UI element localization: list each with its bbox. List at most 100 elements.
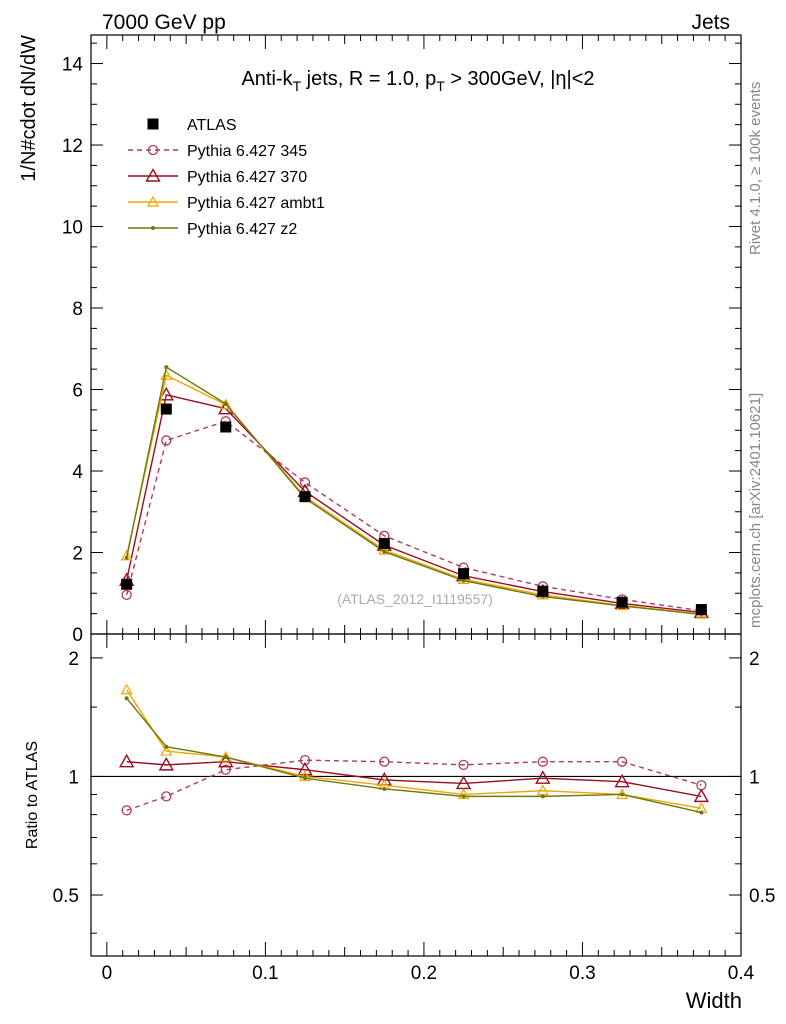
ratio-point [124,696,129,701]
ratio-series-group [118,683,710,816]
ratio-point [297,761,313,776]
main-x-ticks [106,35,742,634]
ratio-point [223,755,228,760]
x-tick-label: 0.1 [252,963,278,984]
x-axis-label: Width [686,988,742,1013]
data-point [158,386,175,401]
chart-title-mid: jets, R = 1.0, p [301,68,436,90]
series-line [125,374,702,615]
ratio-point [303,776,308,781]
y-tick-label: 14 [62,55,84,76]
y-tick-label: 8 [72,299,83,320]
ratio-point [620,792,625,797]
data-point [461,578,466,583]
header-energy-label: 7000 GeV pp [102,11,226,34]
legend-marker [151,226,155,230]
ratio-point [461,794,466,799]
legend-label: Pythia 6.427 345 [187,143,307,160]
data-point [695,604,707,616]
mcplots-label: mcplots.cern.ch [arXiv:2401.10621] [747,393,764,628]
ratio-point [693,788,710,803]
ratio-tick-label-right: 0.5 [749,886,775,907]
y-tick-label: 10 [62,218,83,239]
data-point [121,589,132,601]
ratio-point [220,764,231,775]
ratio-point [379,756,390,767]
data-point [223,401,228,406]
ratio-x-axis: 0 0.1 0.2 0.3 0.4 [102,634,755,984]
data-point [299,491,311,503]
ratio-point [614,773,630,788]
legend-label: Pythia 6.427 370 [187,169,307,186]
main-series-group [118,365,710,619]
ratio-point [537,756,548,767]
ratio-y-axis: 0.5 0.5 1 1 2 2 [53,649,775,934]
data-point [378,538,390,550]
legend-marker [145,168,161,182]
header-category-label: Jets [691,11,730,34]
ratio-point [158,756,175,771]
chart-title-suffix: > 300GeV, |η|<2 [445,68,595,90]
data-point [164,365,169,370]
ratio-line [126,697,702,814]
ratio-tick-label: 2 [68,649,79,670]
analysis-watermark: (ATLAS_2012_I1119557) [337,591,493,607]
x-tick-label: 0.4 [728,963,755,984]
chart-title-prefix: Anti-k [241,68,293,90]
y-tick-label: 12 [62,136,83,157]
y-tick-label: 6 [72,381,83,402]
data-point [382,549,387,554]
ratio-point [540,794,545,799]
chart-title-sub1: T [293,78,302,94]
data-point [219,398,232,410]
legend-marker [147,118,159,130]
ratio-panel: 0.5 0.5 1 1 2 2 0 0.1 0.2 0.3 0.4 Ratio to ATLAS [24,633,775,984]
rivet-version-label: Rivet 4.1.0, ≥ 100k events [747,82,764,255]
series-line [125,365,702,616]
main-y-axis: 0 2 4 6 8 10 12 14 [62,42,741,646]
ratio-point [118,753,135,768]
series-line [125,393,702,614]
y-axis-label: 1/N#cdot dN/dW [18,35,40,182]
data-point [160,403,172,415]
ratio-tick-label: 1 [68,767,79,788]
ratio-point [299,770,312,782]
legend-label: Pythia 6.427 ambt1 [187,195,325,212]
ratio-point [457,788,470,800]
ratio-point [164,744,169,749]
ratio-point [160,744,173,756]
legend-label: ATLAS [187,117,237,134]
data-point [616,596,628,608]
ratio-tick-label-right: 1 [749,767,760,788]
ratio-point [161,791,172,802]
ratio-point [535,770,551,784]
y-tick-label: 4 [72,462,83,483]
main-panel: 0 2 4 6 8 10 12 14 1/N#cdot dN/dW Anti-kT jets,… [18,34,742,646]
data-point [299,477,311,488]
x-tick-label: 0 [102,963,113,984]
data-point [121,578,133,590]
ratio-point [382,786,387,791]
y-tick-label: 0 [72,625,83,646]
x-tick-label: 0.3 [569,963,595,984]
ratio-point [121,805,132,816]
legend: ATLAS Pythia 6.427 345 Pythia 6.427 370 Pyt… [128,117,325,238]
legend-marker [147,144,159,156]
ratio-point [458,759,469,771]
y-tick-label: 2 [72,544,83,565]
data-point [220,421,232,433]
data-point [537,585,549,597]
data-point [161,435,172,446]
ratio-y-axis-label: Ratio to ATLAS [24,741,41,849]
legend-marker [146,195,160,207]
ratio-point [120,683,133,695]
ratio-line [126,689,702,810]
ratio-tick-label-right: 2 [749,649,760,670]
ratio-point [699,810,704,815]
data-point [160,369,173,380]
ratio-line [126,759,702,812]
series-line [125,420,702,612]
data-point [124,555,129,560]
ratio-panel-frame [90,633,742,957]
